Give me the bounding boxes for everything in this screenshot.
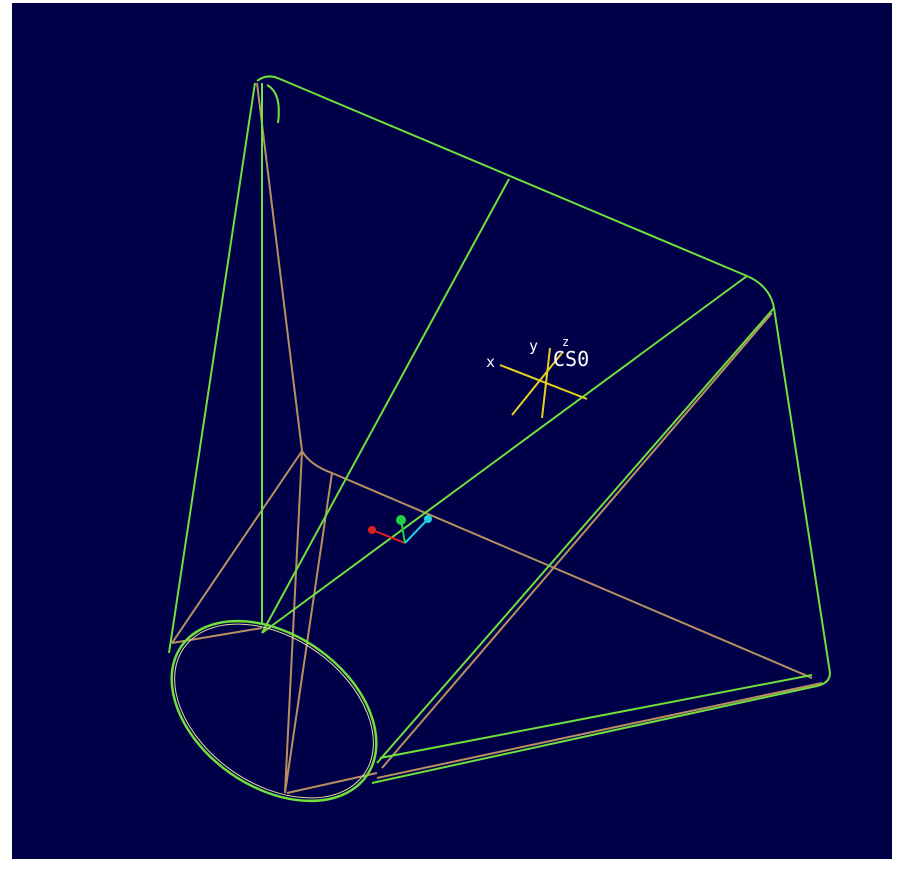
visible-edge [746, 275, 775, 309]
visible-edge [168, 82, 256, 654]
hidden-edge [284, 472, 333, 794]
visible-edge [261, 275, 748, 634]
csys-name: CS0 [553, 347, 589, 371]
csys-y-axis [541, 347, 551, 419]
visible-edge [266, 84, 280, 124]
csys-x-label: x [486, 353, 495, 371]
csys-z-label: z [562, 335, 569, 349]
visible-edge [261, 178, 510, 634]
visible-edge [773, 307, 831, 674]
visible-edge [376, 307, 775, 764]
hidden-edge [256, 82, 303, 452]
visible-edges [168, 75, 831, 784]
hidden-edge [286, 772, 378, 794]
3d-viewport[interactable]: x y z CS0 [12, 3, 892, 859]
visible-edge [816, 672, 831, 687]
hidden-edge [376, 682, 823, 779]
triad-x-icon [368, 526, 376, 534]
opening-rim [170, 619, 378, 803]
visible-edge [256, 75, 281, 82]
opening-ellipse [170, 619, 378, 803]
hidden-edge [301, 450, 333, 474]
csys-axes [499, 347, 588, 419]
csys-y-label: y [529, 337, 538, 355]
hidden-edge [331, 472, 813, 679]
triad-y-icon [396, 515, 406, 525]
opening-rim-inner [174, 623, 374, 799]
visible-edge [279, 78, 748, 277]
orientation-triad[interactable] [368, 515, 432, 544]
hidden-edge [171, 450, 303, 644]
visible-edge [379, 674, 813, 759]
triad-z-icon [424, 515, 432, 523]
triad-z-axis [404, 518, 429, 544]
hidden-edge [284, 450, 303, 794]
visible-edge [371, 685, 818, 784]
wireframe-model[interactable]: x y z CS0 [12, 3, 892, 859]
csys-z-axis [511, 352, 563, 416]
hidden-edge [381, 312, 773, 769]
csys-cs0[interactable]: x y z CS0 [486, 335, 589, 419]
hidden-edges [171, 82, 823, 794]
csys-x-axis [499, 364, 588, 400]
triad-x-axis [371, 529, 406, 544]
